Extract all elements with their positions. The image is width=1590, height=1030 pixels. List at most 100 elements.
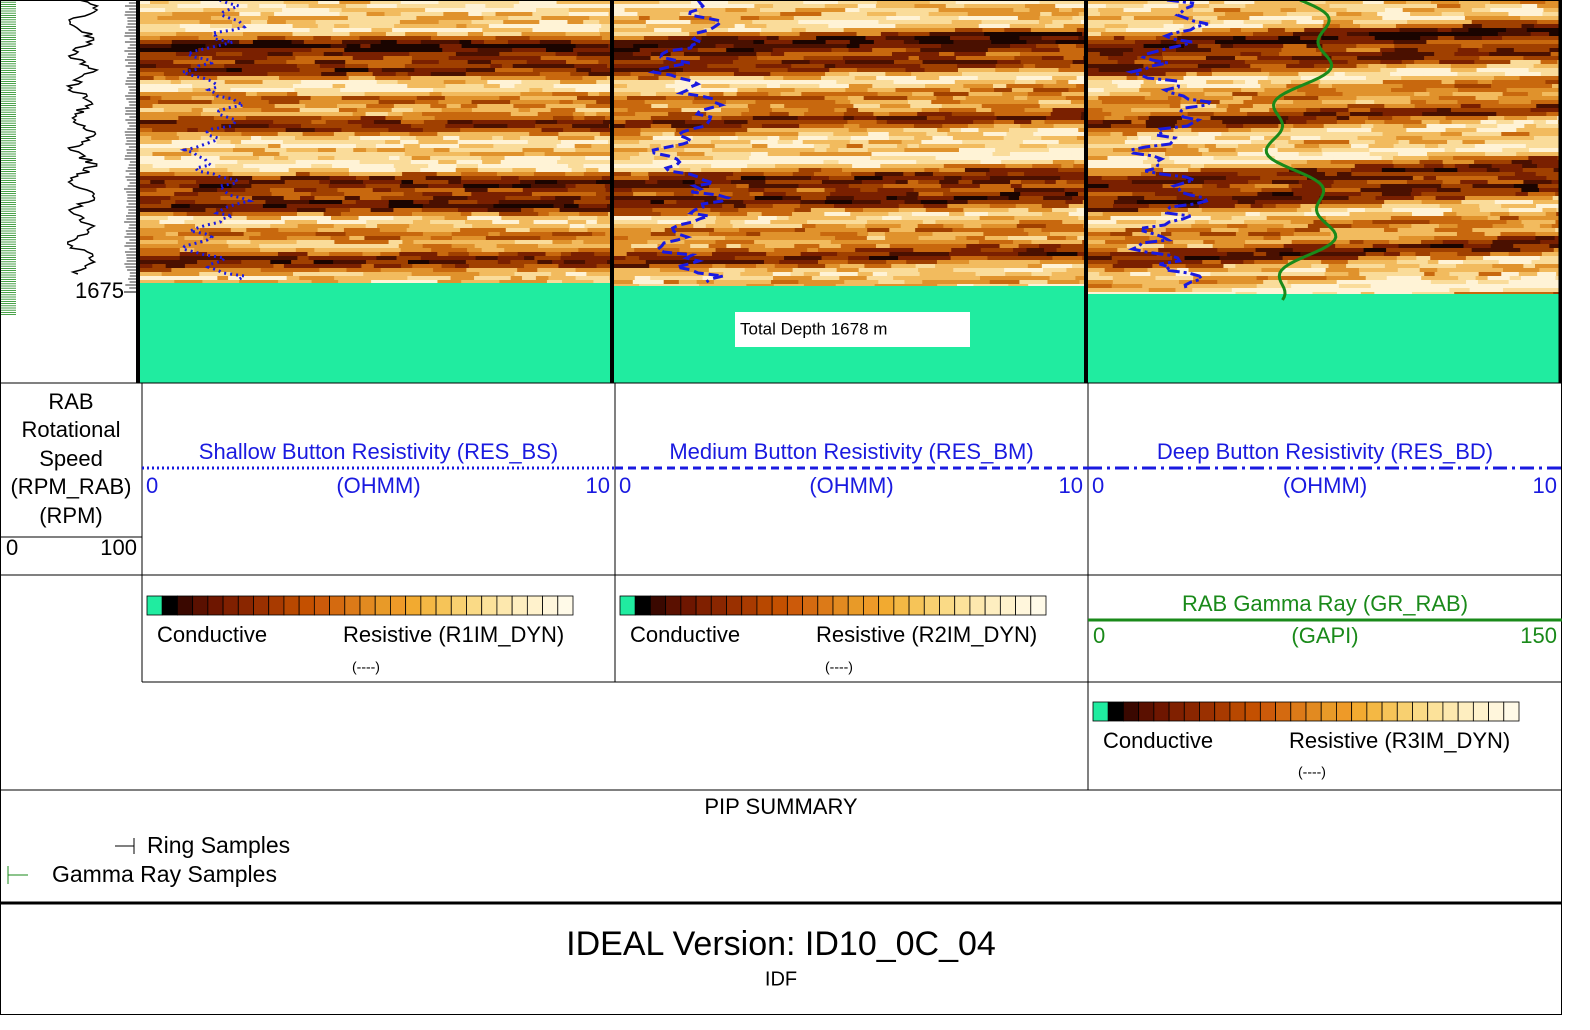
image-pixel [545,104,577,109]
image-pixel [159,144,199,149]
image-pixel [1537,184,1561,189]
image-pixel [606,236,613,241]
image-pixel [1127,188,1165,193]
image-pixel [232,108,262,113]
image-pixel [1272,60,1300,65]
color-key [207,595,224,616]
image-pixel [614,192,634,197]
image-pixel [1241,84,1261,89]
image-pixel [270,224,299,229]
image-pixel [1048,148,1087,153]
image-pixel [1001,12,1041,17]
image-pixel [1335,140,1350,145]
image-pixel [1350,184,1381,189]
image-pixel [1187,60,1227,65]
image-high: Resistive (R1IM_DYN) [343,622,564,647]
image-pixel [947,132,984,137]
image-pixel [400,140,419,145]
image-pixel [1004,76,1017,81]
image-pixel [1291,176,1308,181]
image-pixel [1316,116,1338,121]
color-key [847,595,864,616]
image-pixel [279,152,318,157]
image-pixel [246,216,282,221]
image-pixel [1039,244,1062,249]
image-pixel [1279,52,1300,57]
image-pixel [801,80,821,85]
image-pixel [1343,236,1362,241]
image-pixel [748,188,765,193]
image-pixel [656,252,688,257]
image-pixel [1277,148,1290,153]
image-pixel [261,96,282,101]
scale-left: 0 [146,473,158,498]
image-pixel [185,28,213,33]
image-pixel [1219,256,1248,261]
image-pixel [1397,272,1425,277]
image-pixel [764,40,794,45]
image-pixel [184,236,204,241]
image-pixel [747,160,780,165]
image-pixel [657,220,688,225]
image-pixel [1393,40,1427,45]
image-pixel [702,256,736,261]
image-pixel [533,208,561,213]
image-pixel [723,272,741,277]
image-pixel [1356,44,1395,49]
image-pixel [848,128,868,133]
image-pixel [369,152,406,157]
image-pixel [801,92,826,97]
image-pixel [429,92,443,97]
image-pixel [1122,192,1133,197]
image-pixel [1181,248,1218,253]
image-pixel [833,204,869,209]
image-pixel [239,40,254,45]
image-pixel [816,104,854,109]
color-key [923,595,940,616]
image-pixel [1280,232,1295,237]
image-pixel [359,160,374,165]
image-pixel [376,84,408,89]
color-key [984,595,1001,616]
image-pixel [433,268,467,273]
image-pixel [905,68,926,73]
image-pixel [674,80,708,85]
image-pixel [1162,168,1189,173]
image-pixel [1088,228,1126,233]
image-pixel [1099,272,1131,277]
image-pixel [1267,76,1302,81]
image-pixel [1546,176,1561,181]
image-pixel [1015,204,1043,209]
color-key [268,595,285,616]
image-pixel [1401,76,1421,81]
image-pixel [1178,280,1194,285]
image-pixel [299,108,318,113]
image-pixel [1156,80,1176,85]
image-pixel [422,192,453,197]
image-pixel [1088,276,1114,281]
image-pixel [804,24,829,29]
image-pixel [647,240,685,245]
image-pixel [1173,240,1204,245]
image-pixel [757,216,778,221]
image-pixel [660,212,689,217]
image-pixel [514,272,552,277]
image-pixel [397,80,411,85]
image-pixel [936,48,951,53]
image-pixel [900,224,919,229]
image-pixel [1111,288,1150,293]
image-pixel [651,104,669,109]
image-pixel [388,240,403,245]
image-pixel [921,108,940,113]
image-pixel [740,244,766,249]
image-pixel [1430,280,1467,285]
image-pixel [544,152,564,157]
image-pixel [824,96,837,101]
image-pixel [798,20,810,25]
image-pixel [1482,44,1508,49]
image-pixel [1076,136,1087,141]
image-pixel [1291,284,1305,289]
image-pixel [1046,144,1065,149]
image-pixel [352,56,384,61]
image-pixel [349,172,367,177]
